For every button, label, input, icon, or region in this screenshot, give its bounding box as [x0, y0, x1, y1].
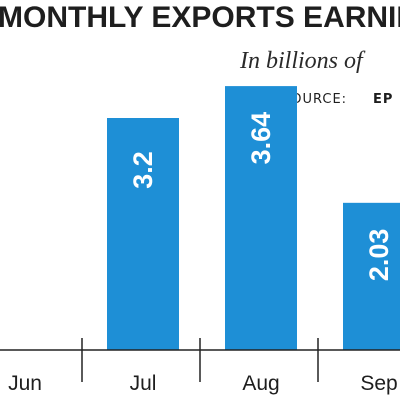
x-tick-label-aug: Aug	[242, 372, 279, 395]
data-label-aug: 3.64	[246, 112, 276, 165]
bar-sep	[343, 202, 400, 350]
data-label-jul: 3.2	[128, 151, 158, 189]
x-tick-label-jun: Jun	[8, 372, 42, 395]
x-tick-label-jul: Jul	[130, 372, 157, 395]
bar-aug	[225, 86, 297, 350]
x-tick-label-sep: Sep	[360, 372, 397, 395]
bar-jul	[107, 118, 179, 350]
bars-group: 3.23.642.032.84	[107, 86, 400, 350]
data-label-sep: 2.03	[364, 229, 394, 282]
chart-title: MONTHLY EXPORTS EARNINGS	[0, 1, 400, 34]
chart-subtitle: In billions of	[239, 48, 366, 74]
source-value: EP	[373, 92, 393, 107]
x-axis: JunJulAugSepOct	[0, 338, 400, 395]
source-label: SOURCE:	[282, 92, 347, 107]
